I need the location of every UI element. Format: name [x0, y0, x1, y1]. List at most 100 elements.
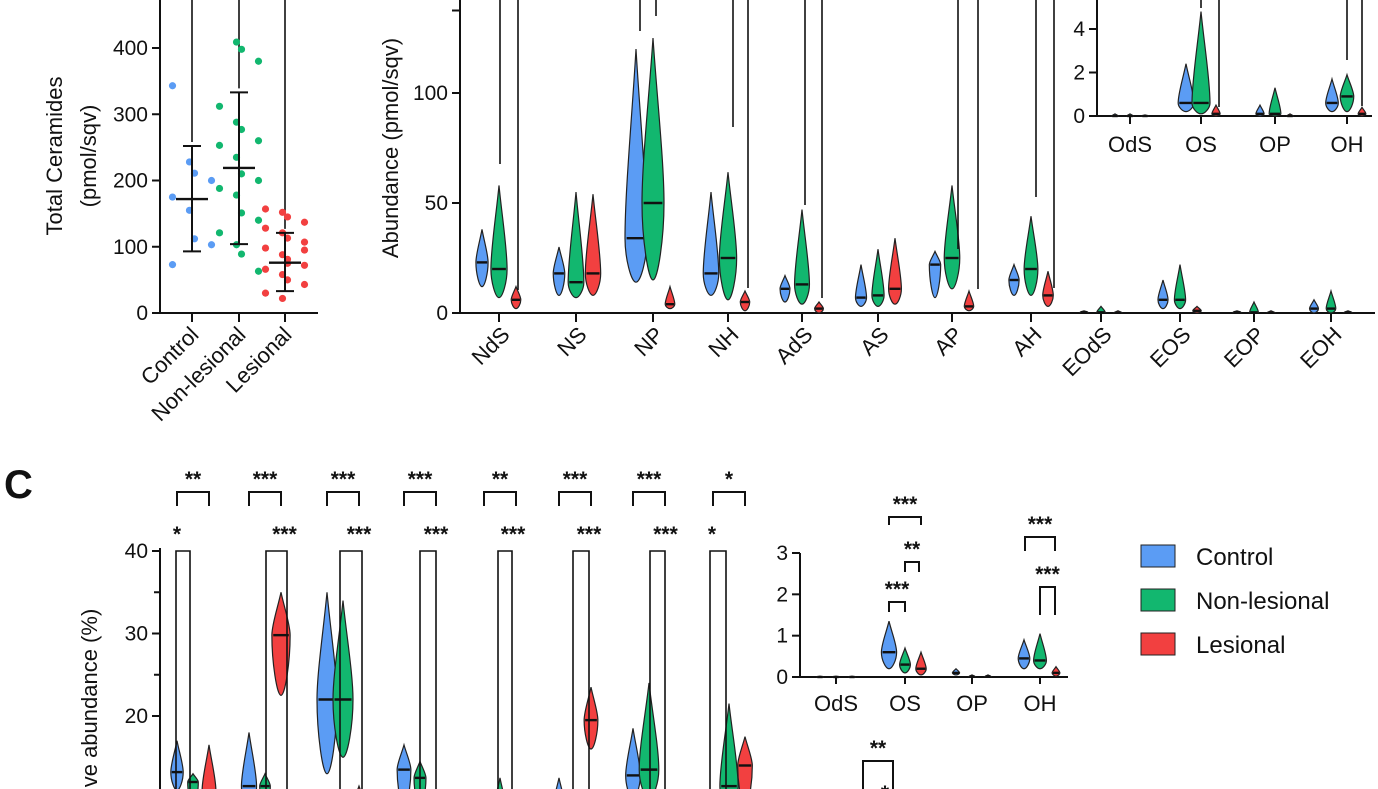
total-ceramides-point-lesional [261, 224, 270, 232]
total-ceramides-point-control [168, 193, 177, 201]
abundance-violin-ns-lesional [584, 194, 602, 297]
total-ceramides-point-lesional [261, 289, 270, 297]
relative-abundance-sig-lower-3-label: *** [424, 523, 449, 546]
total-ceramides-point-non-lesional [215, 229, 224, 237]
omega-inset-violin-op-non-lesional [1268, 87, 1282, 117]
total-ceramides-point-control [207, 176, 216, 185]
legend: Control Non-lesional Lesional [1140, 544, 1329, 659]
omega-relative-inset-xlabel-op: OP [956, 691, 988, 716]
omega-relative-inset-sig-os-0-bracket [888, 516, 922, 525]
omega-relative-inset-sig-os-2-bracket [888, 601, 906, 612]
relative-abundance-sig-upper-5-label: *** [563, 468, 588, 491]
bottom-sig-0-label: ** [870, 737, 887, 760]
total-ceramides-point-lesional [300, 238, 309, 246]
omega-relative-inset-ytick-label: 0 [776, 666, 788, 689]
relative-abundance-sig-upper-3-label: *** [408, 468, 433, 491]
abundance-violin-ns-control [552, 246, 566, 297]
omega-inset-xlabel-os: OS [1185, 132, 1217, 157]
total-ceramides-point-non-lesional [254, 267, 263, 275]
legend-swatch-control [1140, 544, 1176, 568]
omega-relative-inset-sig-os-1-label: ** [904, 538, 921, 561]
total-ceramides-point-non-lesional [254, 176, 263, 185]
relative-abundance-sig-lower-4-label: *** [501, 523, 526, 546]
abundance-violin-eoh-control [1308, 298, 1320, 314]
abundance-xlabel-ns: NS [552, 322, 591, 361]
abundance-violin-ah-non-lesional [1023, 216, 1039, 297]
abundance-violin-as-control [854, 264, 868, 308]
omega-relative-inset-xlabel-os: OS [889, 691, 921, 716]
total-ceramides-point-lesional [261, 265, 270, 273]
abundance-violin-ns-non-lesional [567, 191, 585, 299]
abundance-violin-np-non-lesional [641, 37, 665, 281]
relative-abundance-sig-upper-0-bracket [176, 491, 210, 506]
omega-relative-inset-violin-os-control [880, 621, 898, 670]
total-ceramides-ytick-label: 200 [113, 170, 148, 193]
relative-abundance-sig-upper-4-label: ** [492, 468, 509, 491]
abundance-xlabel-eos: EOS [1145, 322, 1196, 373]
omega-relative-inset-xlabel-oh: OH [1024, 691, 1057, 716]
relative-abundance-sig-upper-0-label: ** [185, 468, 202, 491]
relative-abundance-violin-4-non-lesional [496, 777, 504, 789]
relative-abundance-sig-lower-5-label: *** [577, 523, 602, 546]
relative-abundance-violin-1-control [240, 732, 258, 789]
relative-abundance-sig-upper-5-bracket [558, 491, 592, 506]
legend-label-control: Control [1196, 544, 1273, 571]
omega-relative-inset-violin-os-non-lesional [898, 646, 912, 674]
omega-relative-inset-violin-oh-lesional [1051, 665, 1061, 677]
relative-abundance-sig-upper-2-label: *** [331, 468, 356, 491]
abundance-violin-nh-control [702, 191, 720, 297]
omega-inset-ytick-label: 4 [1073, 18, 1085, 41]
abundance-violin-nds-non-lesional [490, 185, 508, 299]
abundance-xlabel-eoh: EOH [1295, 322, 1346, 373]
relative-abundance-violin-3-control [396, 742, 412, 789]
omega-relative-inset-sig-oh-0-label: *** [1028, 513, 1053, 536]
relative-abundance-sig-lower-6-bracket [649, 550, 666, 789]
omega-inset-xlabel-oh: OH [1331, 132, 1364, 157]
abundance-violin-nh-non-lesional [718, 172, 738, 301]
relative-abundance-ytick-label: 20 [125, 705, 148, 728]
total-ceramides-point-control [168, 82, 177, 90]
relative-abundance-sig-lower-0-bracket [175, 550, 191, 789]
omega-relative-inset-sig-oh-0-bracket [1024, 536, 1056, 551]
abundance-xlabel-eods: EOdS [1057, 322, 1116, 381]
relative-abundance-violin-5-control [555, 777, 563, 789]
total-ceramides-point-non-lesional [254, 216, 263, 224]
relative-abundance-sig-lower-7-bracket [709, 550, 727, 789]
bottom-significance: *** [862, 737, 894, 789]
total-ceramides-ytick-label: 0 [136, 302, 148, 325]
relative-abundance-sig-lower-1-bracket [265, 550, 288, 789]
omega-inset-ytick-label: 0 [1073, 105, 1085, 128]
omega-relative-inset-sig-oh-1-label: *** [1035, 563, 1060, 586]
total-ceramides-point-non-lesional [215, 141, 224, 149]
panel-label-c: C [4, 463, 33, 507]
total-ceramides-point-non-lesional [232, 38, 241, 46]
omega-relative-inset-sig-os-1-bracket [904, 561, 920, 572]
relative-abundance-sig-lower-1-label: *** [272, 523, 297, 546]
total-ceramides-point-lesional [261, 205, 270, 213]
relative-abundance-sig-lower-6-label: *** [653, 523, 678, 546]
omega-inset-violin-os-control [1177, 63, 1195, 113]
relative-abundance-sig-upper-2-bracket [326, 491, 360, 506]
total-ceramides-ylabel-line1: Total Ceramides [42, 77, 67, 236]
abundance-xlabel-as: AS [855, 322, 893, 360]
total-ceramides-point-non-lesional [215, 102, 224, 110]
relative-abundance-sig-lower-3-bracket [419, 550, 437, 789]
omega-relative-inset-violin-oh-control [1017, 637, 1031, 670]
relative-abundance-violin-6-non-lesional [638, 682, 660, 789]
abundance-violin-eos-control [1157, 279, 1169, 310]
abundance-xlabel-ah: AH [1007, 322, 1046, 361]
relative-abundance-sig-upper-3-bracket [403, 491, 437, 506]
omega-inset-violin-os-non-lesional [1191, 11, 1211, 115]
relative-abundance-ylabel: ve abundance (%) [77, 609, 102, 788]
omega-inset-ytick-label: 2 [1073, 62, 1085, 85]
total-ceramides-point-non-lesional [254, 57, 263, 65]
omega-relative-inset-sig-os-0-label: *** [893, 493, 918, 516]
total-ceramides-point-lesional [261, 244, 270, 252]
omega-relative-inset-sig-oh-1-bracket [1039, 586, 1056, 615]
relative-abundance-sig-upper-1-label: *** [253, 468, 278, 491]
total-ceramides-point-non-lesional [254, 137, 263, 145]
abundance-xlabel-nh: NH [703, 322, 743, 362]
total-ceramides-panel: Total Ceramides (pmol/sqv) 0 100 200 300 400… [42, 0, 318, 426]
